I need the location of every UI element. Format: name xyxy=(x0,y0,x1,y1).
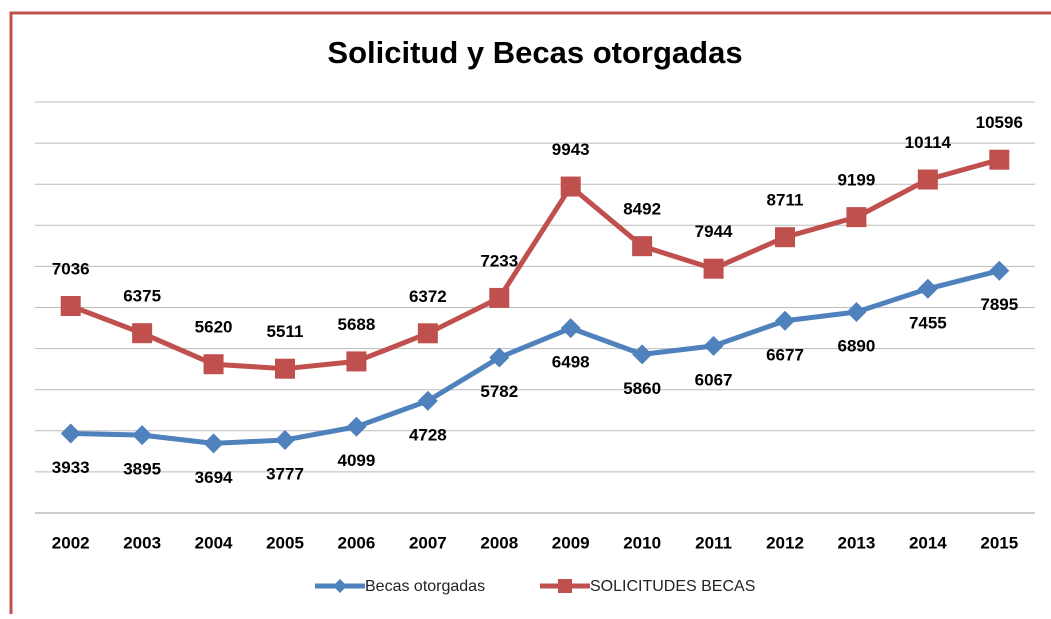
x-tick-label: 2014 xyxy=(909,533,947,552)
data-label: 8711 xyxy=(767,191,804,210)
data-label: 7895 xyxy=(980,295,1018,314)
data-label: 3694 xyxy=(195,468,233,487)
data-label: 6375 xyxy=(123,287,161,306)
data-label: 5782 xyxy=(480,382,518,401)
data-point xyxy=(703,258,724,279)
data-label: 7944 xyxy=(695,222,733,241)
data-label: 6372 xyxy=(409,287,447,306)
data-point xyxy=(132,323,153,344)
x-tick-label: 2007 xyxy=(409,533,447,552)
data-label: 4728 xyxy=(409,425,447,444)
data-point xyxy=(989,260,1010,281)
data-point xyxy=(417,390,438,411)
x-tick-label: 2013 xyxy=(838,533,876,552)
data-point xyxy=(775,310,795,331)
data-point xyxy=(846,302,867,323)
data-point xyxy=(917,278,938,299)
x-tick-label: 2015 xyxy=(980,533,1018,552)
data-point xyxy=(489,347,510,368)
x-tick-label: 2002 xyxy=(52,533,90,552)
data-label: 6067 xyxy=(695,370,733,389)
data-label: 6677 xyxy=(766,345,804,364)
data-label: 5511 xyxy=(267,322,304,341)
data-point xyxy=(775,227,795,248)
x-tick-label: 2004 xyxy=(195,533,233,552)
data-point xyxy=(275,358,295,379)
data-label: 4099 xyxy=(338,451,376,470)
frame xyxy=(9,11,1051,614)
x-tick-label: 2011 xyxy=(695,533,732,552)
data-point xyxy=(632,236,653,257)
legend-marker xyxy=(333,579,347,593)
data-point xyxy=(60,423,81,444)
data-point xyxy=(417,323,438,344)
series-line xyxy=(70,268,1000,446)
x-tick-label: 2003 xyxy=(123,533,161,552)
data-label: 7233 xyxy=(480,251,518,270)
x-tick-label: 2009 xyxy=(552,533,590,552)
x-tick-label: 2012 xyxy=(766,533,804,552)
data-point xyxy=(917,169,938,190)
data-label: 6498 xyxy=(552,353,590,372)
data-label: 3895 xyxy=(123,460,161,479)
data-point xyxy=(346,351,367,372)
x-tick-label: 2006 xyxy=(338,533,376,552)
data-label: 5620 xyxy=(195,318,233,337)
data-point xyxy=(132,425,153,446)
data-label: 8492 xyxy=(623,200,661,219)
data-point xyxy=(703,335,724,356)
data-label: 7455 xyxy=(909,313,947,332)
data-point xyxy=(989,149,1010,170)
legend-marker xyxy=(558,579,572,593)
data-label: 6890 xyxy=(838,337,876,356)
data-label: 9943 xyxy=(552,140,590,159)
data-label: 3933 xyxy=(52,458,90,477)
data-point xyxy=(560,176,581,197)
data-point xyxy=(489,287,510,308)
data-point xyxy=(346,416,367,437)
data-point xyxy=(275,429,295,450)
data-label: 7036 xyxy=(52,260,90,279)
data-point xyxy=(846,207,867,228)
data-point xyxy=(560,318,581,339)
data-label: 9199 xyxy=(838,171,876,190)
x-tick-label: 2008 xyxy=(480,533,518,552)
data-label: 5688 xyxy=(338,315,376,334)
x-tick-label: 2005 xyxy=(266,533,304,552)
x-tick-label: 2010 xyxy=(623,533,661,552)
data-label: 3777 xyxy=(266,464,304,483)
series-line xyxy=(69,157,1000,372)
legend-label: Becas otorgadas xyxy=(365,578,485,595)
data-label: 10114 xyxy=(905,133,952,152)
data-label: 5860 xyxy=(623,379,661,398)
data-point xyxy=(203,354,224,375)
legend-label: SOLICITUDES BECAS xyxy=(590,578,755,595)
data-point xyxy=(60,296,81,317)
chart-title: Solicitud y Becas otorgadas xyxy=(327,35,742,70)
data-point xyxy=(203,433,224,454)
data-label: 10596 xyxy=(976,113,1023,132)
data-point xyxy=(632,344,653,365)
